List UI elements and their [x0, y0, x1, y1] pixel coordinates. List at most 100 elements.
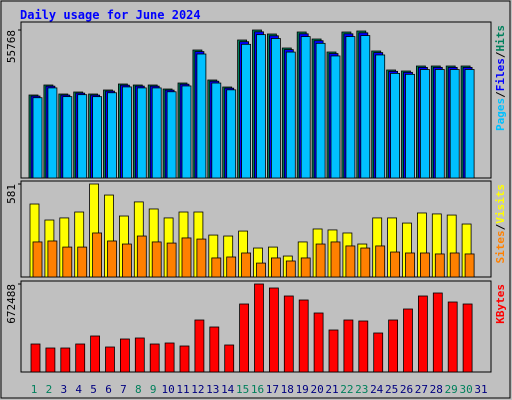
bar: [285, 51, 296, 179]
bar: [343, 319, 354, 373]
bar: [270, 38, 281, 179]
bar: [345, 245, 356, 278]
x-tick-label: 29: [445, 383, 458, 396]
bar: [300, 257, 311, 278]
x-tick-label: 25: [385, 383, 398, 396]
bar: [464, 69, 475, 179]
bar: [224, 344, 235, 373]
bar: [256, 34, 266, 179]
x-tick-label: 6: [105, 383, 112, 396]
bar: [464, 253, 475, 278]
bar: [390, 72, 401, 179]
x-tick-label: 19: [296, 383, 309, 396]
bar: [390, 251, 401, 278]
x-tick-label: 3: [60, 383, 67, 396]
bar: [47, 240, 58, 278]
legend-entry: Pages: [494, 98, 507, 131]
bar: [360, 247, 371, 278]
x-tick-label: 9: [150, 383, 157, 396]
bar: [360, 35, 371, 179]
bar: [149, 343, 160, 373]
bar: [375, 54, 386, 179]
x-tick-label: 24: [370, 383, 384, 396]
bar: [434, 253, 445, 278]
x-tick-label: 10: [161, 383, 174, 396]
x-tick-label: 15: [236, 383, 249, 396]
bar: [405, 73, 415, 179]
bar: [211, 257, 222, 278]
legend-separator: /: [494, 223, 507, 230]
bar: [226, 256, 237, 278]
bar: [75, 343, 86, 373]
legend-separator: /: [494, 91, 507, 98]
x-tick-label: 28: [430, 383, 443, 396]
bar: [447, 301, 458, 373]
bar: [179, 345, 190, 373]
bar: [256, 262, 266, 278]
bar: [285, 260, 296, 278]
bar: [375, 245, 386, 278]
bar: [181, 85, 192, 179]
bar: [77, 94, 88, 179]
bar: [432, 292, 443, 373]
bar: [92, 232, 102, 278]
bar: [405, 252, 415, 278]
bar: [211, 82, 222, 179]
bar: [30, 343, 41, 373]
bar: [164, 342, 175, 373]
bar: [419, 69, 430, 179]
bar: [90, 335, 100, 373]
bar: [105, 346, 115, 373]
legend: Pages/Files/Hits: [494, 25, 507, 131]
bar: [449, 69, 460, 179]
bar: [373, 332, 384, 373]
bar: [388, 319, 399, 373]
bar: [268, 287, 279, 373]
bar: [151, 241, 162, 278]
legend: KBytes: [494, 284, 507, 324]
bar: [270, 257, 281, 278]
bar: [283, 295, 294, 373]
bar: [254, 283, 264, 373]
bar: [226, 89, 237, 179]
bar: [166, 242, 177, 278]
bar: [419, 252, 430, 278]
x-tick-label: 22: [340, 383, 353, 396]
bar: [358, 320, 369, 373]
bar: [122, 86, 132, 179]
x-tick-label: 31: [474, 383, 487, 396]
bar: [47, 87, 58, 179]
x-tick-label: 26: [400, 383, 413, 396]
x-tick-label: 30: [459, 383, 472, 396]
x-tick-label: 5: [90, 383, 97, 396]
bar: [315, 42, 326, 179]
bar: [107, 92, 117, 179]
x-tick-label: 14: [221, 383, 235, 396]
y-tick-label: 581: [5, 184, 18, 204]
bar: [313, 312, 324, 373]
bar: [92, 96, 102, 179]
x-tick-label: 7: [120, 383, 127, 396]
x-tick-label: 4: [75, 383, 82, 396]
bar: [122, 243, 132, 278]
bar: [136, 235, 147, 278]
bar: [239, 303, 250, 373]
x-tick-label: 20: [310, 383, 323, 396]
bar: [241, 43, 252, 179]
bar: [434, 69, 445, 179]
bar: [462, 303, 473, 373]
x-tick-label: 8: [135, 383, 142, 396]
x-tick-label: 21: [325, 383, 338, 396]
bar: [196, 53, 207, 179]
legend-entry: Visits: [494, 184, 507, 224]
bar: [330, 241, 341, 278]
legend-entry: Hits: [494, 25, 507, 52]
bar: [196, 238, 207, 278]
bar: [298, 299, 309, 373]
bar: [120, 338, 130, 373]
bar: [166, 91, 177, 179]
bar: [107, 240, 117, 278]
legend-entry: Files: [494, 58, 507, 91]
x-tick-label: 23: [355, 383, 368, 396]
